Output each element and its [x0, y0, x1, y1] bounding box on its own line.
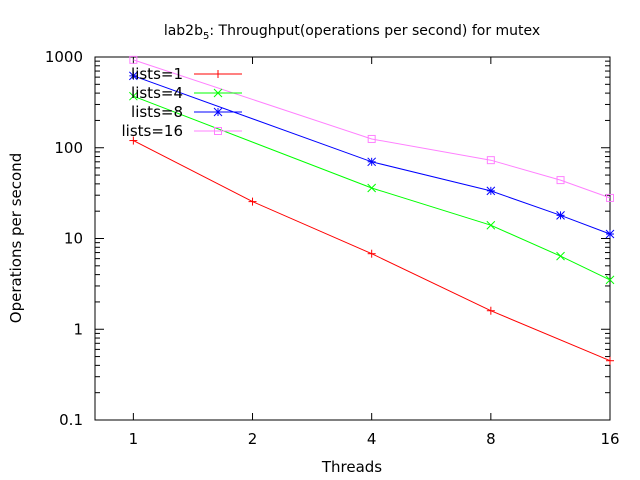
data-point-cross: [213, 88, 223, 98]
series-4: [129, 55, 614, 202]
data-point-star: [213, 107, 223, 117]
series-3: [129, 71, 615, 239]
data-point-star: [605, 229, 615, 239]
legend-entry: lists=1: [131, 65, 242, 83]
series-line: [133, 59, 611, 199]
data-point-star: [556, 210, 565, 220]
data-point-star: [486, 186, 496, 196]
x-axis-label: Threads: [321, 458, 382, 476]
data-point-square: [606, 193, 614, 202]
x-tick-label: 8: [486, 430, 496, 448]
data-point-cross: [367, 183, 377, 193]
chart-title-subscript: 5: [203, 31, 209, 42]
chart-title-prefix: lab2b: [164, 23, 203, 39]
data-point-plus: [367, 249, 376, 258]
data-point-plus: [214, 70, 222, 78]
data-point-cross: [129, 91, 138, 101]
data-point-cross: [556, 251, 565, 261]
data-point-star: [129, 71, 138, 81]
data-point-square: [367, 134, 376, 143]
y-axis-label: Operations per second: [7, 153, 25, 323]
legend-entry: lists=16: [121, 122, 242, 140]
series-line: [133, 75, 611, 235]
data-point-square: [556, 176, 565, 185]
x-tick-label: 4: [367, 430, 377, 448]
legend-entry: lists=4: [131, 84, 242, 102]
legend-entry: lists=8: [131, 103, 242, 121]
data-point-square: [486, 156, 495, 165]
x-tick-label: 2: [248, 430, 258, 448]
legend-label: lists=16: [121, 122, 183, 140]
x-tick-label: 16: [600, 430, 619, 448]
data-point-square: [129, 55, 138, 64]
data-point-star: [367, 157, 377, 167]
y-tick-label: 10: [64, 230, 83, 248]
data-point-plus: [248, 197, 257, 206]
series-2: [129, 91, 615, 285]
chart-title-suffix: : Throughput(operations per second) for …: [209, 23, 540, 39]
x-tick-label: 1: [129, 430, 139, 448]
data-point-cross: [486, 220, 496, 230]
y-tick-label: 100: [54, 139, 83, 157]
series-layer: [129, 55, 615, 365]
data-point-plus: [129, 136, 138, 145]
legend-label: lists=1: [131, 65, 183, 83]
axis-ticks: [95, 56, 611, 421]
tick-labels: 1 2 4 8 16 0.1 1 10 100 1000: [45, 48, 620, 448]
legend-label: lists=8: [131, 103, 183, 121]
y-tick-label: 1000: [45, 48, 83, 66]
data-point-cross: [605, 275, 615, 285]
y-tick-label: 0.1: [59, 411, 83, 429]
y-tick-label: 1: [73, 320, 83, 338]
series-1: [129, 136, 614, 365]
data-point-square: [214, 127, 222, 135]
legend-label: lists=4: [131, 84, 183, 102]
data-point-plus: [606, 356, 614, 365]
chart-title: lab2b5: Throughput(operations per second…: [164, 23, 540, 42]
data-point-plus: [486, 306, 495, 315]
